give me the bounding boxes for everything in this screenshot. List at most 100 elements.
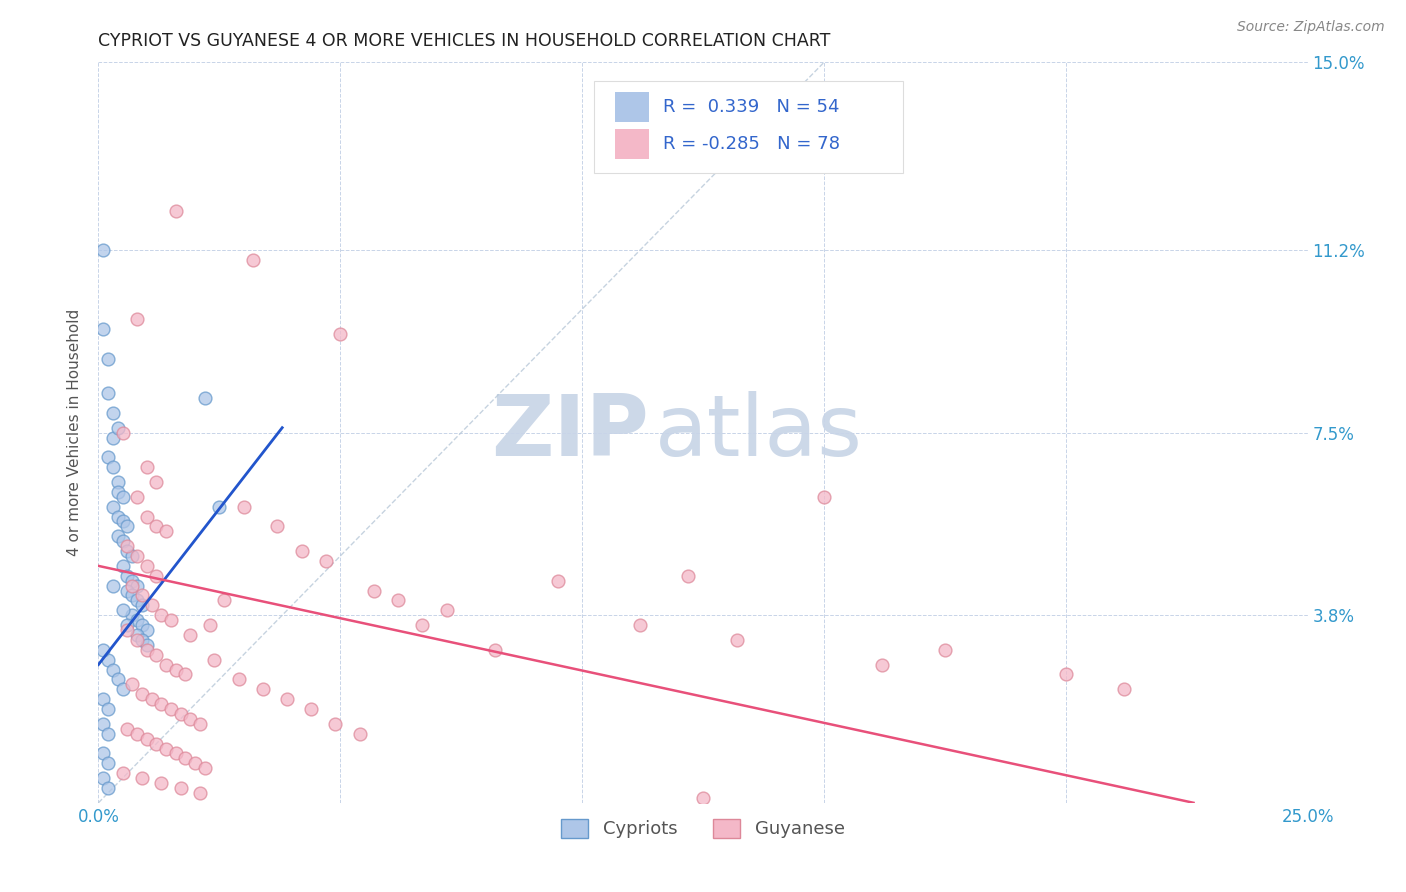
Point [160,702,183,716]
Point [127,727,149,741]
Point [111,766,134,780]
Point [117,618,139,632]
Point [131,599,153,613]
Point [174,667,197,681]
Point [135,460,157,475]
Point [97,450,120,465]
Point [208,500,231,514]
Point [363,583,385,598]
Point [107,484,129,499]
Text: atlas: atlas [655,391,863,475]
Point [198,618,221,632]
Point [1112,682,1135,697]
Point [212,593,235,607]
Point [127,579,149,593]
Point [131,589,153,603]
Text: CYPRIOT VS GUYANESE 4 OR MORE VEHICLES IN HOUSEHOLD CORRELATION CHART: CYPRIOT VS GUYANESE 4 OR MORE VEHICLES I… [98,32,831,50]
Y-axis label: 4 or more Vehicles in Household: 4 or more Vehicles in Household [67,309,83,557]
Point [179,712,201,726]
Point [101,663,124,677]
Point [111,682,134,697]
Point [276,692,298,706]
Text: R =  0.339   N = 54: R = 0.339 N = 54 [664,98,839,116]
Point [91,642,114,657]
Point [111,603,134,617]
Point [121,549,143,563]
Point [111,558,134,573]
Point [155,741,177,756]
Point [117,568,139,582]
Text: Source: ZipAtlas.com: Source: ZipAtlas.com [1237,20,1385,34]
Point [1054,667,1077,681]
Text: R = -0.285   N = 78: R = -0.285 N = 78 [664,135,841,153]
Point [145,737,167,751]
Point [97,756,120,771]
Point [121,579,143,593]
Point [131,687,153,701]
Point [117,519,139,533]
Point [131,632,153,647]
Point [188,716,211,731]
Point [228,673,250,687]
Point [179,628,201,642]
Point [145,648,167,662]
Point [117,544,139,558]
Point [97,702,120,716]
Point [266,519,288,533]
Point [107,420,129,434]
Point [628,618,651,632]
Text: ZIP: ZIP [491,391,648,475]
Point [97,386,120,401]
Point [155,657,177,672]
Point [97,351,120,366]
Point [91,243,114,257]
Point [121,574,143,588]
Point [97,653,120,667]
Point [934,642,956,657]
Point [131,618,153,632]
Point [252,682,274,697]
Point [145,519,167,533]
Point [165,203,187,218]
Point [111,534,134,549]
Point [135,509,157,524]
FancyBboxPatch shape [614,129,648,159]
Point [127,632,149,647]
Point [101,500,124,514]
Point [165,747,187,761]
Point [135,623,157,637]
Point [107,509,129,524]
FancyBboxPatch shape [614,92,648,121]
Point [111,515,134,529]
Point [155,524,177,539]
Point [436,603,458,617]
Point [870,657,893,672]
Point [111,490,134,504]
Legend: Cypriots, Guyanese: Cypriots, Guyanese [554,812,852,846]
Point [242,252,264,267]
Point [484,642,506,657]
Point [127,312,149,326]
Point [299,702,322,716]
Point [97,780,120,795]
Point [678,568,700,582]
Point [101,460,124,475]
Point [107,475,129,489]
Point [150,608,173,623]
Point [692,790,714,805]
Point [169,706,191,721]
Point [145,568,167,582]
Point [135,638,157,652]
FancyBboxPatch shape [595,81,903,173]
Point [91,771,114,785]
Point [117,722,139,736]
Point [411,618,433,632]
Point [547,574,569,588]
Point [325,716,347,731]
Point [204,653,226,667]
Point [290,544,312,558]
Point [121,677,143,691]
Point [127,593,149,607]
Point [101,406,124,420]
Point [117,623,139,637]
